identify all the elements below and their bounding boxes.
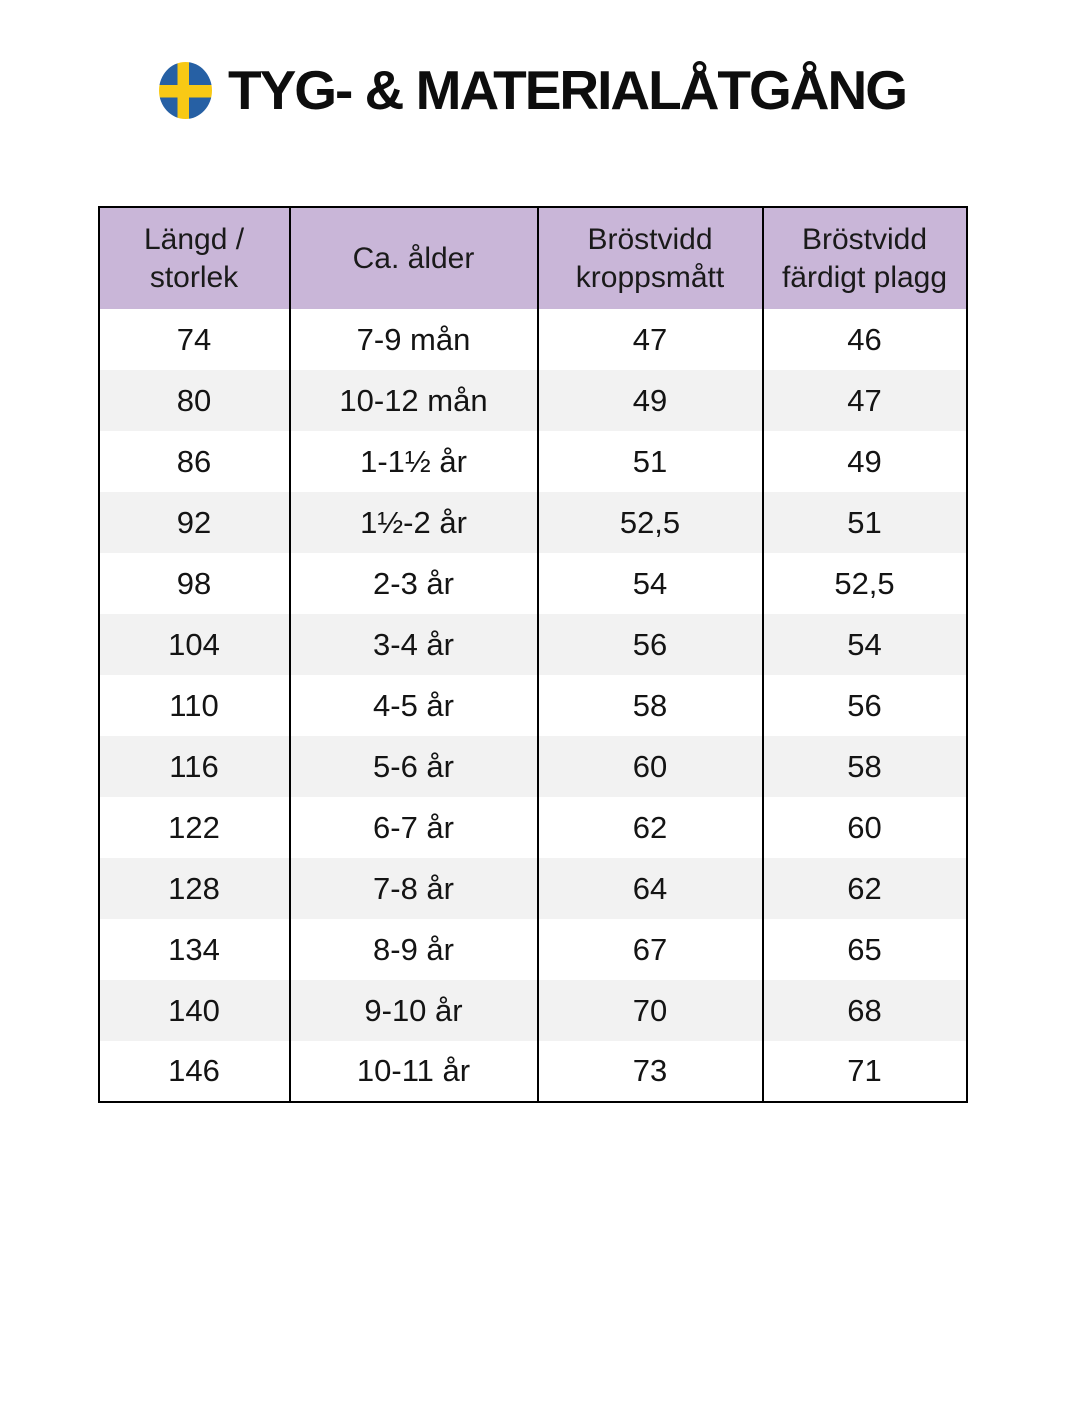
- table-cell: 110: [169, 687, 219, 723]
- table-cell: 60: [761, 797, 967, 858]
- table-cell: 62: [761, 858, 967, 919]
- header-line: kroppsmått: [575, 260, 725, 294]
- table-cell: 54: [761, 614, 967, 675]
- table-cell: 80: [176, 382, 212, 418]
- table-cell: 56: [536, 614, 763, 675]
- table-row: 116 5-6 år 60 58: [98, 736, 967, 797]
- table-cell: 52,5: [761, 553, 967, 614]
- table-cell: 134: [168, 931, 220, 967]
- table-row: 140 9-10 år 70 68: [98, 980, 967, 1041]
- table-cell: 3-4 år: [288, 614, 538, 675]
- table-cell: 65: [761, 919, 967, 980]
- table-row: 86 1-1½ år 51 49: [99, 431, 967, 492]
- table-cell: 58: [761, 736, 967, 797]
- header-line: Ca. ålder: [352, 241, 475, 275]
- table-row: 98 2-3 år 54 52,5: [99, 553, 967, 614]
- header-line: Längd /: [143, 223, 245, 256]
- table-cell: 4-5 år: [288, 675, 538, 736]
- table-cell: 140: [168, 992, 220, 1028]
- table-cell: 47: [536, 309, 763, 370]
- table-row: 122 6-7 år 62 60: [99, 797, 967, 858]
- swedish-flag-icon: [158, 61, 212, 119]
- table-row: 74 7-9 mån 47 46: [99, 309, 967, 370]
- table-row: 110 4-5 år 58 56: [99, 675, 967, 736]
- table-cell: 128: [168, 870, 220, 906]
- table-cell: 86: [176, 443, 212, 479]
- table-cell: 146: [168, 1053, 220, 1088]
- size-chart-table: Längd / storlek Ca. ålder Bröstvidd krop…: [97, 206, 968, 1103]
- table-cell: 98: [176, 565, 212, 601]
- header-cell-age: Ca. ålder: [288, 207, 538, 309]
- table-cell: 9-10 år: [288, 980, 538, 1041]
- table-cell: 92: [176, 504, 212, 540]
- table-cell: 51: [761, 492, 967, 553]
- page-title: TYG- & MATERIALÅTGÅNG: [227, 59, 908, 121]
- table-row: 104 3-4 år 56 54: [98, 614, 967, 675]
- table-cell: 54: [536, 553, 763, 614]
- table-row: 128 7-8 år 64 62: [98, 858, 967, 919]
- table-cell: 5-6 år: [288, 736, 538, 797]
- table-cell: 116: [169, 748, 219, 784]
- header-cell-length-size: Längd / storlek: [98, 207, 290, 309]
- table-cell: 67: [536, 919, 763, 980]
- table-row: 80 10-12 mån 49 47: [98, 370, 967, 431]
- table-cell: 73: [536, 1041, 763, 1102]
- table-cell: 2-3 år: [288, 553, 538, 614]
- table-cell: 62: [536, 797, 763, 858]
- table-cell: 10-11 år: [288, 1041, 538, 1102]
- table-cell: 70: [536, 980, 763, 1041]
- table-cell: 1½-2 år: [288, 492, 538, 553]
- table-row: 92 1½-2 år 52,5 51: [98, 492, 967, 553]
- table-cell: 52,5: [536, 492, 763, 553]
- table-cell: 68: [761, 980, 967, 1041]
- header-line: färdigt plagg: [781, 260, 948, 294]
- table-cell: 51: [536, 431, 763, 492]
- table-cell: 60: [536, 736, 763, 797]
- table-cell: 71: [761, 1041, 967, 1102]
- table-cell: 74: [176, 321, 212, 357]
- header-cell-chest-garment: Bröstvidd färdigt plagg: [761, 207, 967, 309]
- table-cell: 49: [536, 370, 763, 431]
- table-cell: 49: [761, 431, 967, 492]
- table-header-row: Längd / storlek Ca. ålder Bröstvidd krop…: [98, 207, 967, 309]
- header-line: Bröstvidd: [587, 223, 713, 256]
- table-cell: 58: [536, 675, 763, 736]
- table-cell: 6-7 år: [288, 797, 538, 858]
- table-cell: 47: [761, 370, 967, 431]
- table-row: 134 8-9 år 67 65: [99, 919, 967, 980]
- header-cell-chest-body: Bröstvidd kroppsmått: [536, 207, 763, 309]
- table-cell: 104: [168, 626, 220, 662]
- table-cell: 7-9 mån: [288, 309, 538, 370]
- table-cell: 10-12 mån: [288, 370, 538, 431]
- table-cell: 7-8 år: [288, 858, 538, 919]
- header-line: storlek: [149, 260, 239, 294]
- table-cell: 46: [761, 309, 967, 370]
- header-line: Bröstvidd: [801, 223, 928, 256]
- table-row: 146 10-11 år 73 71: [99, 1041, 967, 1102]
- table-cell: 122: [168, 809, 220, 845]
- table-cell: 1-1½ år: [288, 431, 538, 492]
- table-cell: 8-9 år: [288, 919, 538, 980]
- table-cell: 64: [536, 858, 763, 919]
- table-cell: 56: [761, 675, 967, 736]
- page-header: TYG- & MATERIALÅTGÅNG: [0, 0, 1065, 122]
